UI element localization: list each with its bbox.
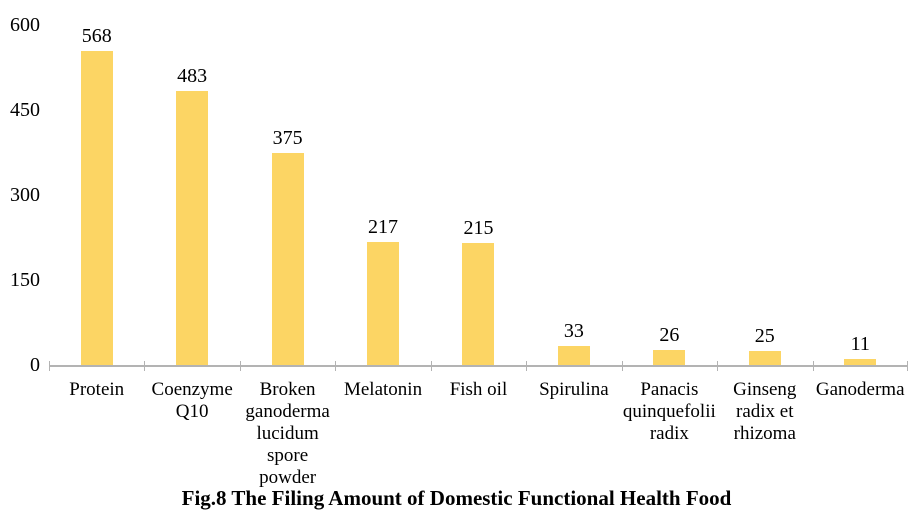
- x-axis-tick-mark: [526, 361, 528, 371]
- category-cell: 25: [717, 25, 812, 365]
- x-axis-category-label: Broken ganoderma lucidum spore powder: [245, 379, 330, 488]
- figure-caption: Fig.8 The Filing Amount of Domestic Func…: [181, 486, 732, 510]
- bar: [844, 358, 877, 365]
- category-cell: 483: [144, 25, 239, 365]
- x-axis-tick-mark: [907, 361, 908, 371]
- x-axis-tick-mark: [144, 361, 146, 371]
- x-axis-tick-mark: [49, 361, 50, 371]
- bar: [367, 242, 400, 365]
- x-axis-category-label: Protein: [69, 379, 125, 400]
- x-axis-category-label: Panacis quinquefolii radix: [622, 379, 716, 444]
- x-axis-tick-mark: [335, 361, 337, 371]
- x-axis-tick-mark: [812, 361, 814, 371]
- x-axis-tick-mark: [717, 361, 719, 371]
- bar-value-label: 11: [850, 332, 870, 355]
- bar: [748, 350, 781, 365]
- y-axis-tick-label: 300: [10, 184, 40, 206]
- y-axis: 0 150 300 450 600: [0, 15, 40, 375]
- bar-value-label: 217: [368, 216, 399, 239]
- bar: [557, 346, 590, 365]
- x-axis-tick-mark: [430, 361, 432, 371]
- x-axis-tick-mark: [239, 361, 241, 371]
- category-cell: 26: [622, 25, 717, 365]
- x-axis-category-label: Coenzyme Q10: [151, 379, 233, 422]
- category-cell: 375: [240, 25, 335, 365]
- x-axis-category-label: Spirulina: [539, 379, 609, 400]
- y-axis-tick-label: 0: [30, 354, 40, 376]
- x-axis-tick-mark: [621, 361, 623, 371]
- category-cell: 33: [526, 25, 621, 365]
- bar-value-label: 483: [177, 65, 208, 88]
- y-axis-tick-label: 600: [10, 14, 40, 36]
- bar: [176, 91, 209, 365]
- bar-value-label: 215: [463, 217, 494, 240]
- category-cell: 217: [335, 25, 430, 365]
- bar: [653, 350, 686, 365]
- y-axis-tick-label: 150: [10, 269, 40, 291]
- bar: [271, 152, 304, 365]
- bar-value-label: 26: [659, 324, 680, 347]
- bar-value-label: 568: [81, 25, 112, 47]
- bar-value-label: 375: [272, 126, 303, 149]
- bar-value-label: 33: [563, 320, 584, 343]
- x-axis-category-label: Fish oil: [449, 379, 508, 400]
- plot-area: 568 483 375 217 215 33 26 25 11: [49, 25, 908, 371]
- x-axis-category-label: Ginseng radix et rhizoma: [733, 379, 797, 444]
- category-cell: 568: [49, 25, 144, 365]
- x-axis-labels: Protein Coenzyme Q10 Broken ganoderma luci…: [49, 373, 908, 489]
- bar: [462, 243, 495, 365]
- bar-value-label: 25: [754, 324, 775, 347]
- bar: [80, 51, 113, 365]
- x-axis-category-label: Melatonin: [343, 379, 423, 400]
- x-axis-category-label: Ganoderma: [815, 379, 905, 400]
- category-cell: 215: [431, 25, 526, 365]
- y-axis-tick-label: 450: [10, 99, 40, 121]
- category-cell: 11: [813, 25, 908, 365]
